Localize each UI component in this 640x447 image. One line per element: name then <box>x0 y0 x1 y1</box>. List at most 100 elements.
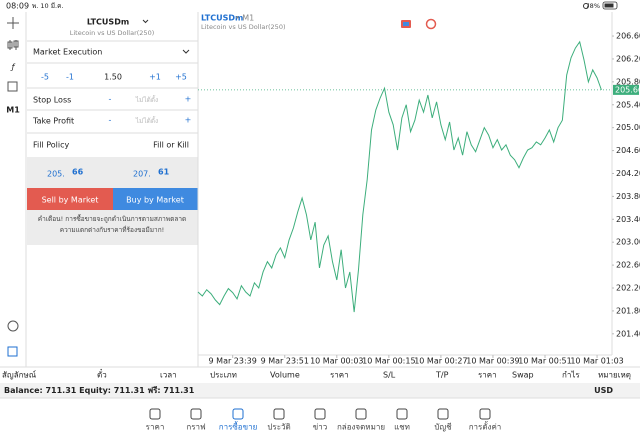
volume-value[interactable]: 1.50 <box>104 73 122 82</box>
y-tick-label: 202.60 <box>616 261 640 270</box>
take-profit-value[interactable]: ไม่ได้ตั้ง <box>135 116 158 125</box>
ask-price-big: 61 <box>158 168 170 177</box>
bid-price-main: 205. <box>47 170 65 179</box>
one-click-icon-inner <box>403 22 409 26</box>
nav-icon[interactable] <box>396 408 408 420</box>
fill-policy-value[interactable]: Fill or Kill <box>153 141 189 150</box>
column-header[interactable]: T/P <box>435 371 449 380</box>
objects-tool[interactable] <box>7 81 18 92</box>
nav-icon[interactable] <box>273 408 285 420</box>
y-tick-label: 201.40 <box>616 329 640 338</box>
nav-item[interactable]: การตั้งค่า <box>469 421 502 432</box>
toolbar <box>0 12 26 367</box>
volume-plus-5[interactable]: +5 <box>175 73 187 82</box>
take-profit-label: Take Profit <box>32 117 74 126</box>
nav-icon[interactable] <box>314 408 326 420</box>
column-header[interactable]: เวลา <box>160 371 177 380</box>
stop-loss-plus[interactable]: + <box>185 95 192 104</box>
status-time: 08:09 <box>6 2 29 11</box>
execution-chevron[interactable] <box>182 49 190 54</box>
fill-policy-label: Fill Policy <box>33 141 70 150</box>
bid-price-big: 66 <box>72 168 84 177</box>
execution-type[interactable]: Market Execution <box>33 48 102 57</box>
depth-icon[interactable] <box>425 18 437 30</box>
nav-item[interactable]: บัญชี <box>434 423 452 432</box>
y-tick-label: 203.40 <box>616 215 640 224</box>
x-tick-label: 9 Mar 23:51 <box>261 357 309 366</box>
y-tick-label: 204.20 <box>616 169 640 178</box>
take-profit-minus[interactable]: - <box>109 116 112 125</box>
stop-loss-minus[interactable]: - <box>109 95 112 104</box>
nav-icon[interactable] <box>355 408 367 420</box>
y-tick-label: 201.80 <box>616 306 640 315</box>
column-header[interactable]: ราคา <box>478 371 497 380</box>
stop-loss-value[interactable]: ไม่ได้ตั้ง <box>135 95 158 104</box>
column-header[interactable]: สัญลักษณ์ <box>2 370 37 380</box>
column-header[interactable]: Swap <box>512 371 534 380</box>
sell-button-bg[interactable] <box>27 188 113 210</box>
symbol-chevron[interactable] <box>142 19 149 24</box>
nav-item[interactable]: กล่องจดหมาย <box>337 423 385 432</box>
nav-item[interactable]: การซื้อขาย <box>219 421 258 432</box>
chart-period: • M1 <box>235 14 254 23</box>
y-tick-label: 205.80 <box>616 77 640 86</box>
sell-button[interactable]: Sell by Market <box>42 196 99 205</box>
battery-fill <box>604 3 614 8</box>
timeframe-button[interactable]: M1 <box>6 106 20 115</box>
take-profit-plus[interactable]: + <box>185 116 192 125</box>
x-tick-label: 10 Mar 00:39 <box>466 357 519 366</box>
y-tick-label: 206.60 <box>616 32 640 41</box>
y-tick-label: 204.60 <box>616 146 640 155</box>
column-header[interactable]: กำไร <box>562 371 580 380</box>
volume-plus-1[interactable]: +1 <box>149 73 161 82</box>
x-tick-label: 10 Mar 00:51 <box>518 357 571 366</box>
y-tick-label: 206.20 <box>616 54 640 63</box>
warning-line: ความแตกต่างกับราคาที่ร้องขอมีมาก! <box>60 225 165 234</box>
symbol-title[interactable]: LTCUSDm <box>87 18 129 27</box>
balance-bar <box>0 383 640 398</box>
y-tick-label: 203.80 <box>616 192 640 201</box>
nav-item[interactable]: แชท <box>394 423 410 432</box>
nav-icon[interactable] <box>479 408 491 420</box>
indicators-tool[interactable]: ƒ <box>10 63 16 72</box>
nav-icon[interactable] <box>232 408 244 420</box>
x-tick-label: 10 Mar 00:15 <box>362 357 415 366</box>
balance-text: Balance: 711.31 Equity: 711.31 ฟรี: 711.… <box>4 385 195 395</box>
battery-icon <box>602 1 618 10</box>
trade-chart-tool[interactable] <box>7 320 19 332</box>
column-header[interactable]: Volume <box>270 371 300 380</box>
x-tick-label: 10 Mar 00:03 <box>310 357 363 366</box>
buy-button[interactable]: Buy by Market <box>126 196 184 205</box>
nav-icon[interactable] <box>190 408 202 420</box>
column-header[interactable]: ตั๋ว <box>97 368 107 379</box>
nav-item[interactable]: ข่าว <box>313 423 327 432</box>
nav-item[interactable]: ประวัติ <box>267 423 290 432</box>
volume-minus-5[interactable]: -5 <box>41 73 49 82</box>
column-header[interactable]: หมายเหตุ <box>598 371 631 380</box>
y-tick-label: 202.20 <box>616 284 640 293</box>
crosshair-tool[interactable] <box>7 17 19 29</box>
price-line <box>197 40 602 313</box>
column-header[interactable]: ราคา <box>330 371 349 380</box>
symbol-description: Litecoin vs US Dollar(250) <box>70 29 155 37</box>
x-tick-label: 10 Mar 00:27 <box>414 357 467 366</box>
y-tick-label: 203.00 <box>616 238 640 247</box>
chart-type-tool[interactable] <box>7 40 19 50</box>
nav-icon[interactable] <box>149 408 161 420</box>
column-header[interactable]: S/L <box>383 371 396 380</box>
warning-line: คำเตือน! การซื้อขายจะถูกดำเนินการตามสภาพ… <box>38 214 186 223</box>
chart-subtitle: Litecoin vs US Dollar(250) <box>201 23 286 31</box>
y-tick-label: 205.00 <box>616 123 640 132</box>
nav-icon[interactable] <box>437 408 449 420</box>
wifi-icon <box>583 3 589 9</box>
nav-item[interactable]: กราฟ <box>186 423 206 432</box>
volume-minus-1[interactable]: -1 <box>66 73 74 82</box>
current-price-label: 205.66 <box>615 85 640 94</box>
column-header[interactable]: ประเภท <box>210 371 237 380</box>
buy-button-bg[interactable] <box>113 188 198 210</box>
nav-item[interactable]: ราคา <box>146 423 165 432</box>
order-tool[interactable] <box>7 346 18 357</box>
chart-title: LTCUSDm <box>201 14 243 23</box>
